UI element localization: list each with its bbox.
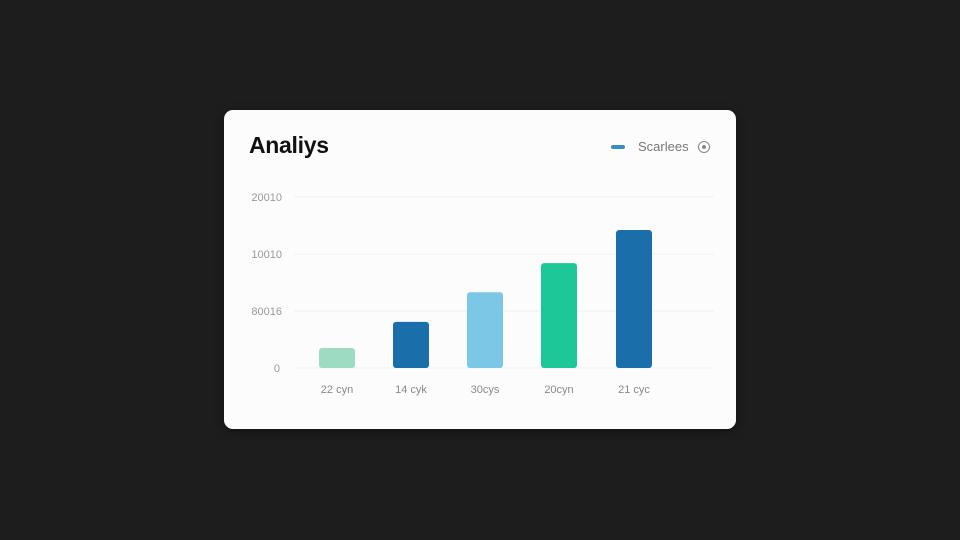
x-tick-label: 22 cyn [321, 384, 353, 396]
bar [616, 230, 652, 368]
y-tick-label: 80016 [251, 306, 282, 318]
info-icon[interactable] [698, 141, 710, 153]
chart-card: Analiys Scarlees 0 80016 10010 20010 22 cyn 1… [224, 110, 736, 429]
x-tick-label: 21 cyc [618, 384, 650, 396]
y-tick-label: 20010 [251, 192, 282, 204]
bar [467, 292, 503, 368]
bar [541, 263, 577, 368]
bar [393, 321, 429, 368]
chart-title: Analiys [249, 132, 329, 158]
bar-chart: 0 80016 10010 20010 22 cyn 14 cyk 30cys 20cyn 21… [251, 192, 714, 396]
x-tick-label: 30cys [471, 384, 500, 396]
bar [319, 348, 355, 368]
legend-swatch [611, 144, 625, 149]
x-tick-label: 14 cyk [395, 384, 427, 396]
y-tick-label: 0 [274, 363, 280, 375]
legend-label: Scarlees [638, 139, 689, 154]
legend: Scarlees [611, 139, 689, 154]
y-tick-label: 10010 [251, 249, 282, 261]
x-tick-label: 20cyn [544, 384, 573, 396]
